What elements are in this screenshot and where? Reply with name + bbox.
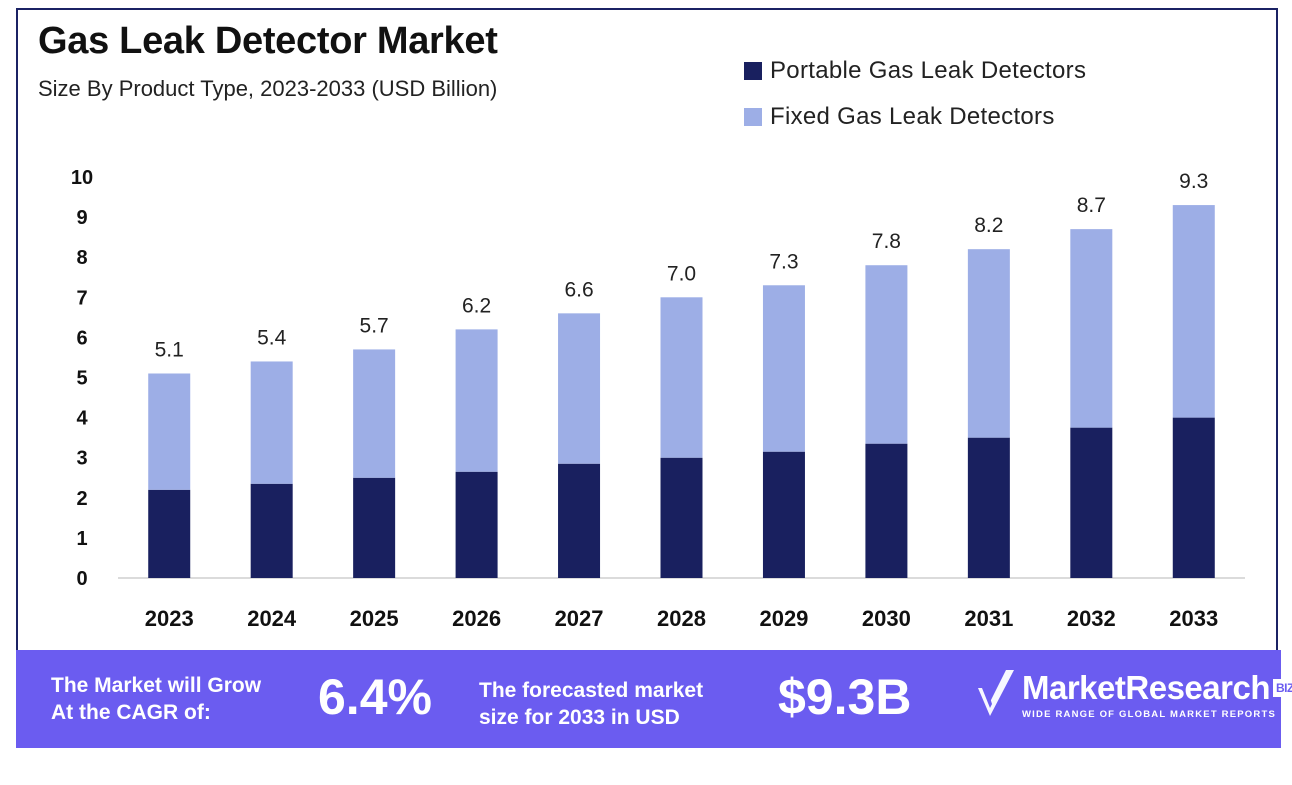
legend: Portable Gas Leak Detectors Fixed Gas Le… — [744, 48, 1086, 140]
cagr-label: The Market will Grow At the CAGR of: — [51, 672, 261, 726]
bar-portable — [558, 463, 601, 578]
marketresearch-logo: MarketResearch BIZ WIDE RANGE OF GLOBAL … — [976, 666, 1292, 722]
chart-frame — [16, 8, 1278, 700]
x-tick-label: 2028 — [657, 606, 706, 631]
bar-portable — [865, 443, 908, 578]
bar-portable — [250, 483, 293, 578]
bar-portable — [353, 477, 396, 578]
bar-portable — [967, 437, 1010, 578]
bar-portable — [455, 471, 498, 578]
y-tick-label: 0 — [76, 568, 87, 590]
bar-chart: 0 1 2 3 4 5 6 7 8 9 10 5.1 2023 5.4 2024 5.7 2025 6.2 2026… — [71, 167, 1245, 631]
data-label-total: 8.7 — [1077, 194, 1106, 217]
forecast-label: The forecasted market size for 2033 in U… — [479, 677, 703, 731]
bar-portable — [148, 489, 191, 578]
legend-label-fixed: Fixed Gas Leak Detectors — [770, 103, 1055, 130]
bar-portable — [762, 451, 805, 578]
data-label-total: 5.1 — [155, 338, 184, 361]
chart-subtitle: Size By Product Type, 2023-2033 (USD Bil… — [38, 76, 498, 101]
summary-banner: The Market will Grow At the CAGR of: 6.4… — [16, 650, 1292, 748]
bar-fixed — [455, 329, 498, 472]
x-tick-label: 2030 — [862, 606, 911, 631]
x-tick-label: 2029 — [759, 606, 808, 631]
y-tick-label: 7 — [76, 287, 87, 309]
y-tick-label: 9 — [76, 207, 87, 229]
x-tick-label: 2031 — [964, 606, 1013, 631]
bar-fixed — [250, 361, 293, 484]
cagr-label-line2: At the CAGR of: — [51, 701, 211, 724]
y-tick-label: 2 — [76, 488, 87, 510]
data-label-total: 5.7 — [360, 314, 389, 337]
bar-fixed — [148, 373, 191, 490]
bar-fixed — [353, 349, 396, 478]
bar-fixed — [1172, 205, 1215, 418]
bar-fixed — [1070, 229, 1113, 428]
data-label-total: 6.2 — [462, 294, 491, 317]
x-tick-label: 2026 — [452, 606, 501, 631]
y-tick-label: 4 — [76, 408, 88, 430]
logo-name-text: MarketResearch — [1022, 668, 1270, 706]
cagr-value: 6.4% — [318, 669, 432, 725]
chart-title: Gas Leak Detector Market — [38, 20, 498, 62]
bar-fixed — [865, 265, 908, 444]
y-tick-label: 1 — [76, 528, 87, 550]
y-tick-label: 5 — [76, 368, 87, 390]
y-tick-label: 10 — [71, 167, 93, 189]
data-label-total: 8.2 — [974, 214, 1003, 237]
bar-fixed — [762, 285, 805, 452]
x-tick-label: 2033 — [1169, 606, 1218, 631]
legend-swatch-fixed — [744, 108, 762, 126]
y-tick-label: 3 — [76, 448, 87, 470]
forecast-value: $9.3B — [778, 669, 912, 725]
data-label-total: 9.3 — [1179, 170, 1208, 193]
x-tick-label: 2027 — [555, 606, 604, 631]
forecast-label-line1: The forecasted market — [479, 679, 704, 702]
data-label-total: 7.0 — [667, 262, 696, 285]
data-label-total: 6.6 — [564, 278, 593, 301]
y-tick-label: 6 — [76, 327, 87, 349]
logo-badge: BIZ — [1272, 678, 1292, 697]
bar-portable — [660, 457, 703, 578]
x-tick-label: 2024 — [247, 606, 297, 631]
cagr-label-line1: The Market will Grow — [51, 674, 262, 697]
data-label-total: 7.3 — [769, 250, 798, 273]
bar-portable — [1172, 417, 1215, 578]
logo-name: MarketResearch BIZ — [1022, 669, 1292, 707]
bar-fixed — [660, 297, 703, 458]
x-tick-label: 2025 — [350, 606, 399, 631]
data-label-total: 7.8 — [872, 230, 901, 253]
legend-swatch-portable — [744, 62, 762, 80]
legend-item-fixed: Fixed Gas Leak Detectors — [744, 94, 1086, 140]
bar-fixed — [558, 313, 601, 464]
bar-portable — [1070, 427, 1113, 578]
data-label-total: 5.4 — [257, 326, 287, 349]
logo-checkmark-icon — [978, 670, 1014, 716]
y-tick-label: 8 — [76, 247, 87, 269]
legend-label-portable: Portable Gas Leak Detectors — [770, 57, 1087, 84]
legend-item-portable: Portable Gas Leak Detectors — [744, 48, 1086, 94]
x-tick-label: 2023 — [145, 606, 194, 631]
x-tick-label: 2032 — [1067, 606, 1116, 631]
forecast-label-line2: size for 2033 in USD — [479, 706, 680, 729]
logo-tagline: WIDE RANGE OF GLOBAL MARKET REPORTS — [1022, 708, 1276, 720]
bar-fixed — [967, 249, 1010, 438]
